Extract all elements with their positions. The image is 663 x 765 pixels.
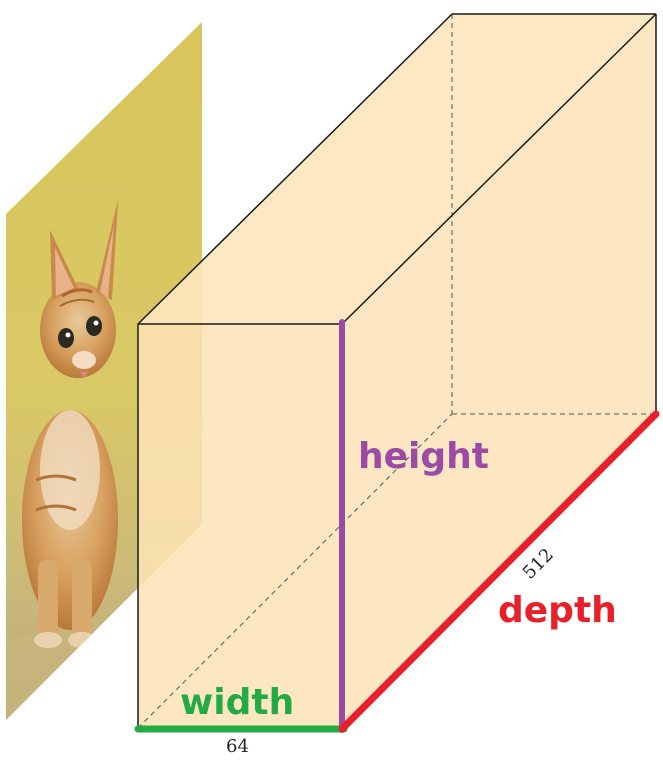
depth-label: depth — [498, 590, 617, 631]
height-label: height — [358, 436, 489, 477]
width-label: width — [180, 682, 294, 723]
hidden-edges — [137, 14, 656, 729]
depth-edge — [338, 410, 660, 733]
kitten-illustration — [22, 200, 118, 648]
width-value-label: 64 — [226, 736, 249, 757]
volume-box — [134, 13, 660, 733]
box-side-face — [342, 14, 656, 728]
visible-edges — [137, 13, 657, 728]
box-top-face — [138, 14, 656, 324]
box-front-face — [138, 324, 342, 728]
